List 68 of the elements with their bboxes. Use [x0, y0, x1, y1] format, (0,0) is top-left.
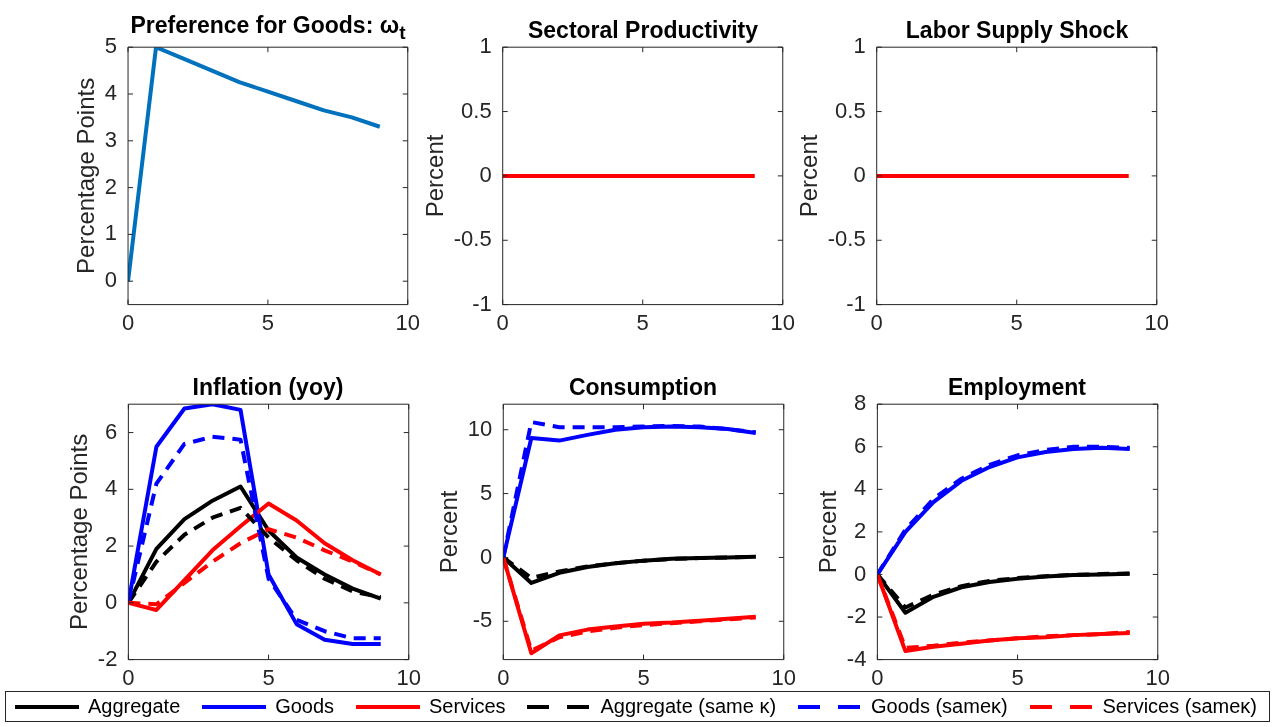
chart-title: Inflation (yoy): [191, 374, 345, 401]
legend-label: Aggregate (same κ): [600, 695, 777, 718]
legend-label: Services: [428, 695, 506, 718]
y-tick-label: 6: [853, 433, 866, 459]
y-axis-title: Percent: [434, 490, 462, 574]
legend-label: Services (sameκ): [1102, 695, 1257, 718]
y-tick-label: 6: [104, 418, 117, 444]
y-tick-label: 5: [104, 33, 117, 59]
legend-label: Goods (sameκ): [870, 695, 1008, 718]
y-tick-label: 0: [479, 543, 492, 569]
chart-title: Sectoral Productivity: [527, 17, 759, 44]
y-tick-label: -0.5: [828, 226, 866, 252]
y-tick-label: 2: [104, 173, 117, 199]
y-tick-label: -0.5: [454, 226, 492, 252]
y-tick-label: -4: [846, 645, 866, 671]
x-tick-label: 5: [636, 310, 650, 336]
x-tick-label: 5: [262, 665, 275, 691]
y-tick-label: 4: [104, 80, 117, 106]
y-tick-label: 0.5: [461, 97, 492, 123]
y-tick-label: 1: [104, 220, 117, 246]
x-tick-label: 10: [395, 310, 420, 336]
chart-title: Preference for Goods: ω$_{t}$: [130, 11, 406, 43]
y-tick-label: 0: [104, 589, 117, 615]
legend-label: Goods: [275, 695, 335, 718]
x-tick-label: 5: [637, 665, 650, 691]
y-axis-title: Percentage Points: [64, 434, 92, 631]
y-tick-label: 0: [853, 560, 866, 586]
x-tick-label: 5: [1010, 310, 1024, 336]
x-tick-label: 0: [870, 310, 884, 336]
x-tick-label: 10: [1144, 310, 1170, 336]
x-tick-label: 5: [261, 310, 274, 336]
x-tick-label: 10: [770, 310, 796, 336]
y-tick-label: -1: [846, 290, 866, 316]
y-tick-label: 3: [104, 127, 117, 153]
y-axis-title: Percent: [813, 490, 841, 574]
y-tick-label: 0: [853, 162, 866, 188]
chart-title: Labor Supply Shock: [905, 17, 1129, 44]
y-tick-label: 2: [853, 518, 866, 544]
y-tick-label: 2: [104, 532, 117, 558]
y-tick-label: 8: [853, 390, 866, 416]
x-tick-label: 5: [1011, 665, 1024, 691]
x-tick-label: 10: [771, 665, 796, 691]
x-tick-label: 0: [496, 665, 510, 691]
x-tick-label: 0: [121, 665, 135, 691]
y-axis-title: Percentage Points: [71, 78, 99, 275]
legend-label: Aggregate: [88, 695, 181, 718]
y-tick-label: -5: [472, 607, 492, 633]
y-tick-label: 10: [467, 416, 492, 442]
y-axis-title: Percent: [421, 134, 449, 218]
y-tick-label: 4: [104, 475, 117, 501]
y-tick-label: 4: [853, 475, 866, 501]
y-tick-label: 5: [479, 479, 492, 505]
y-tick-label: 0.5: [835, 97, 866, 123]
x-tick-label: 10: [1145, 665, 1170, 691]
y-tick-label: 0: [479, 162, 492, 188]
y-tick-label: 1: [853, 33, 866, 59]
x-tick-label: 0: [121, 310, 135, 336]
chart-title: Employment: [947, 374, 1087, 401]
x-tick-label: 0: [496, 310, 510, 336]
y-tick-label: -2: [97, 645, 117, 671]
y-tick-label: -2: [846, 603, 866, 629]
x-tick-label: 0: [870, 665, 884, 691]
y-tick-label: -1: [472, 290, 492, 316]
y-tick-label: 1: [479, 33, 492, 59]
y-axis-title: Percent: [795, 134, 823, 218]
x-tick-label: 10: [396, 665, 421, 691]
chart-title: Consumption: [567, 374, 719, 401]
y-tick-label: 0: [104, 267, 117, 293]
